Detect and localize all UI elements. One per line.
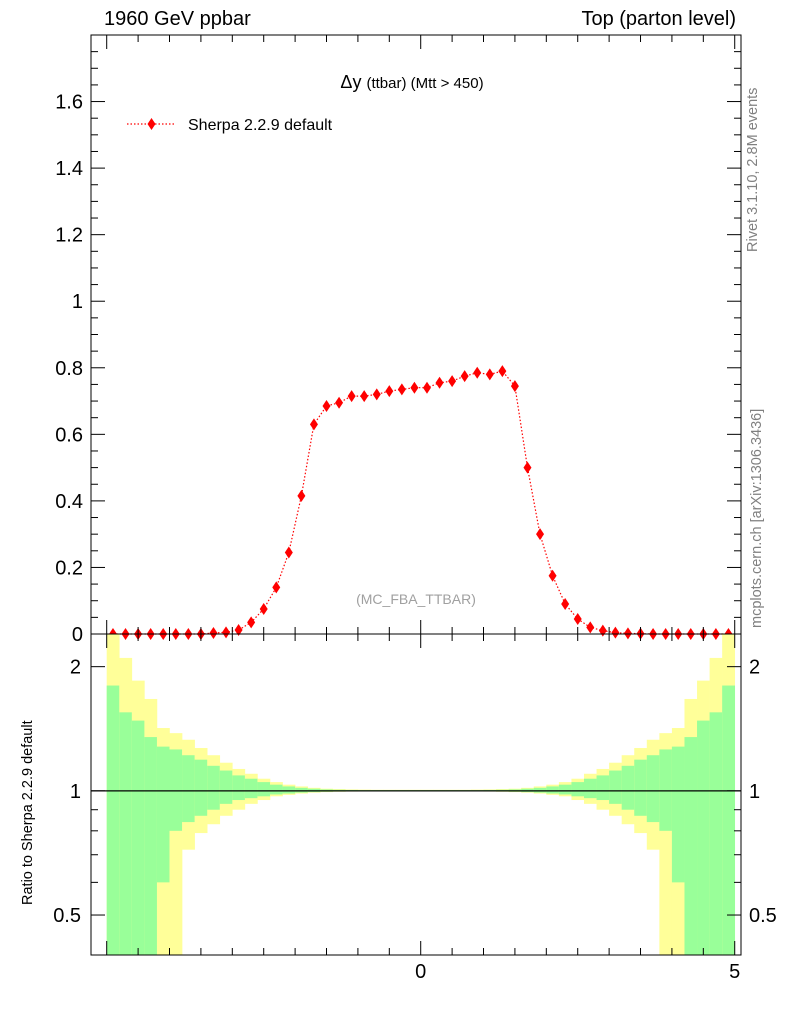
- y-tick-label: 0: [72, 624, 83, 646]
- legend-label: Sherpa 2.2.9 default: [188, 117, 333, 134]
- ratio-inner-band: [659, 749, 673, 831]
- ratio-inner-band: [131, 720, 145, 955]
- ratio-bands: [106, 634, 736, 955]
- ratio-y-tick-label-right: 2: [749, 657, 760, 679]
- data-point: [397, 383, 406, 396]
- data-point: [623, 627, 632, 640]
- data-point: [360, 390, 369, 403]
- data-point: [259, 603, 268, 616]
- x-tick-label: 0: [415, 961, 426, 983]
- data-point: [460, 370, 469, 383]
- ratio-y-tick-label: 2: [70, 657, 81, 679]
- ratio-y-tick-label-right: 1: [749, 781, 760, 803]
- y-tick-label: 1.2: [55, 225, 83, 247]
- ratio-y-tick-label: 0.5: [53, 905, 81, 927]
- y-tick-label: 0.2: [55, 557, 83, 579]
- data-point: [272, 581, 281, 594]
- legend-marker: [147, 118, 156, 130]
- chart-title-sub: (ttbar) (Mtt > 450): [366, 75, 483, 92]
- data-point: [586, 621, 595, 634]
- ratio-inner-band: [295, 787, 308, 793]
- ratio-inner-band: [583, 778, 597, 799]
- ratio-inner-band: [169, 749, 183, 831]
- ratio-inner-band: [119, 712, 133, 955]
- data-point: [335, 396, 344, 409]
- data-point: [435, 376, 444, 389]
- ratio-inner-band: [282, 786, 296, 794]
- data-point: [322, 400, 331, 413]
- main-panel: 0 0.2 0.4 0.6 0.8 1 1.2 1.4 1.6 Δy (ttbar) (Mtt >…: [55, 34, 742, 646]
- data-point: [410, 381, 419, 394]
- data-point: [209, 627, 218, 640]
- data-point: [297, 489, 306, 502]
- ratio-inner-band: [269, 784, 283, 795]
- y-tick-label: 1: [72, 291, 83, 313]
- ratio-inner-band: [219, 770, 233, 804]
- data-point: [510, 380, 519, 393]
- analysis-watermark: (MC_FBA_TTBAR): [356, 591, 476, 607]
- ratio-inner-band: [194, 759, 208, 816]
- ratio-inner-band: [684, 737, 698, 955]
- y-tick-label: 0.8: [55, 358, 83, 380]
- ratio-inner-band: [634, 759, 648, 816]
- y-tick-label: 1.6: [55, 92, 83, 114]
- ratio-y-tick-label-right: 0.5: [749, 905, 777, 927]
- data-point: [422, 381, 431, 394]
- ratio-inner-band: [621, 765, 635, 810]
- ratio-inner-band: [697, 720, 710, 955]
- ratio-inner-band: [244, 778, 258, 799]
- data-point: [611, 626, 620, 639]
- data-point: [448, 375, 457, 388]
- ratio-inner-band: [558, 784, 572, 795]
- ratio-inner-band: [709, 712, 723, 955]
- data-point: [598, 624, 607, 637]
- ratio-inner-band: [671, 746, 685, 883]
- ratio-inner-band: [609, 770, 622, 804]
- ratio-inner-band: [144, 737, 158, 955]
- ratio-inner-band: [207, 765, 221, 810]
- data-point: [473, 366, 482, 379]
- ratio-inner-band: [533, 787, 547, 793]
- data-point: [309, 418, 318, 431]
- ratio-inner-band: [722, 685, 736, 955]
- x-tick-label: 5: [729, 961, 740, 983]
- ratio-inner-band: [596, 775, 610, 801]
- data-point: [222, 626, 231, 639]
- data-point: [284, 546, 293, 559]
- data-point: [523, 461, 532, 474]
- ratio-panel: 0 5 0.5 0.5 1 1 2 2: [53, 633, 777, 983]
- data-point: [485, 368, 494, 381]
- data-point: [347, 390, 356, 403]
- chart-title-main: Δy: [340, 72, 366, 92]
- header-left: 1960 GeV ppbar: [104, 8, 251, 30]
- y-tick-label: 0.6: [55, 424, 83, 446]
- ratio-y-tick-label: 1: [70, 781, 81, 803]
- ratio-inner-band: [546, 786, 560, 794]
- ratio-inner-band: [257, 782, 271, 797]
- data-point: [385, 385, 394, 398]
- ratio-inner-band: [156, 746, 170, 883]
- ratio-frame: [90, 633, 742, 956]
- y-tick-label: 1.4: [55, 158, 83, 180]
- chart-title: Δy (ttbar) (Mtt > 450): [340, 72, 483, 92]
- ratio-inner-band: [646, 755, 660, 823]
- data-point: [372, 388, 381, 401]
- data-point: [561, 598, 570, 611]
- data-point: [498, 365, 507, 378]
- ratio-inner-band: [232, 775, 246, 801]
- data-point: [548, 569, 557, 582]
- data-point: [573, 613, 582, 626]
- ratio-inner-band: [571, 782, 585, 797]
- data-point: [536, 528, 545, 541]
- y-tick-label: 0.4: [55, 491, 83, 513]
- ratio-inner-band: [106, 685, 120, 955]
- data-point: [234, 624, 243, 637]
- ratio-inner-band: [182, 755, 195, 823]
- data-point: [247, 616, 256, 629]
- header-right: Top (parton level): [581, 8, 736, 30]
